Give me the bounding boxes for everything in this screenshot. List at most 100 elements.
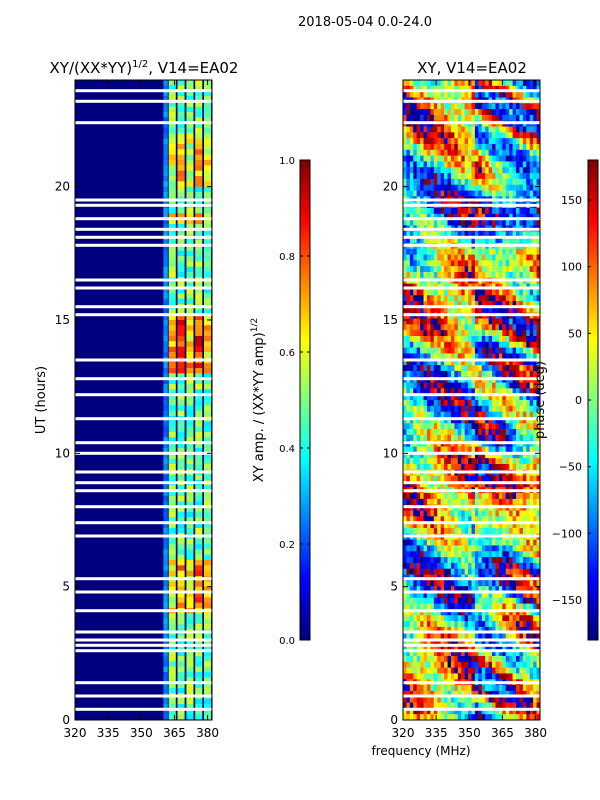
- phase-cell: [464, 458, 469, 465]
- phase-cell: [403, 103, 407, 110]
- phase-cell: [409, 423, 414, 430]
- amp-cell: [168, 170, 176, 177]
- amp-cell: [195, 165, 203, 171]
- phase-cell: [409, 621, 414, 628]
- amp-cell: [195, 538, 203, 545]
- phase-cell: [533, 178, 537, 186]
- phase-cell: [447, 452, 452, 459]
- phase-cell: [468, 353, 472, 360]
- phase-cell: [529, 597, 534, 604]
- phase-cell: [440, 429, 445, 436]
- phase-cell: [454, 528, 459, 535]
- phase-cell: [413, 219, 417, 226]
- phase-cell: [406, 370, 411, 378]
- phase-cell: [478, 405, 483, 412]
- phase-cell: [403, 545, 407, 552]
- phase-cell: [457, 405, 462, 412]
- phase-cell: [502, 446, 507, 453]
- phase-cell: [440, 301, 445, 308]
- phase-cell: [495, 306, 500, 314]
- phase-cell: [444, 429, 448, 436]
- phase-cell: [512, 208, 517, 215]
- phase-cell: [498, 266, 503, 273]
- phase-cell: [420, 603, 424, 610]
- phase-cell: [457, 673, 462, 680]
- amp-cell: [204, 661, 212, 667]
- phase-cell: [526, 621, 531, 628]
- phase-cell: [481, 644, 486, 651]
- amp-cell: [177, 378, 185, 385]
- phase-cell: [502, 301, 507, 308]
- phase-cell: [433, 126, 438, 133]
- phase-cell: [492, 632, 496, 639]
- phase-cell: [413, 481, 417, 488]
- amp-gap-line: [75, 198, 212, 202]
- phase-cell: [509, 289, 513, 296]
- phase-cell: [437, 673, 441, 680]
- amp-cell: [177, 394, 185, 401]
- phase-cell: [468, 568, 472, 575]
- amp-cell: [204, 512, 212, 518]
- phase-cell: [409, 568, 414, 575]
- phase-cell: [498, 208, 503, 215]
- phase-cell: [440, 359, 445, 366]
- phase-cell: [492, 103, 496, 110]
- amp-cell: [177, 282, 185, 289]
- phase-cell: [516, 609, 520, 616]
- phase-cell: [536, 85, 540, 92]
- amp-cell: [186, 501, 194, 507]
- phase-cell: [526, 365, 531, 372]
- phase-cell: [488, 138, 493, 145]
- phase-cell: [444, 661, 448, 668]
- phase-cell: [430, 644, 435, 651]
- phase-cell: [423, 656, 428, 663]
- amp-cell: [195, 288, 203, 294]
- amp-cell: [177, 176, 185, 182]
- phase-cell: [522, 306, 527, 314]
- phase-cell: [536, 423, 540, 430]
- phase-cell: [430, 481, 435, 488]
- phase-cell: [536, 597, 540, 604]
- phase-cell: [413, 132, 417, 139]
- left-y-tick-label: 0: [62, 713, 70, 727]
- phase-cell: [403, 498, 407, 506]
- phase-cell: [509, 231, 513, 238]
- phase-cell: [464, 144, 469, 151]
- phase-cell: [426, 568, 431, 575]
- amp-gap-line: [75, 441, 212, 445]
- phase-cell: [488, 149, 493, 156]
- phase-cell: [468, 545, 472, 552]
- phase-cell: [437, 434, 441, 442]
- phase-cell: [474, 103, 479, 110]
- phase-cell: [450, 580, 455, 587]
- amp-cell: [186, 624, 194, 630]
- phase-cell: [485, 254, 489, 261]
- phase-cell: [516, 190, 520, 197]
- amp-cell: [195, 421, 203, 427]
- phase-cell: [505, 126, 510, 133]
- phase-cell: [468, 138, 472, 145]
- phase-cell: [471, 434, 476, 442]
- amp-cell: [168, 432, 176, 438]
- phase-cell: [416, 551, 421, 558]
- phase-cell: [409, 306, 414, 314]
- phase-cell: [409, 632, 414, 639]
- left-y-tick-label: 15: [55, 313, 70, 327]
- phase-cell: [492, 85, 496, 92]
- phase-cell: [495, 336, 500, 343]
- phase-cell: [492, 318, 496, 325]
- phase-cell: [519, 341, 524, 348]
- phase-cell: [440, 650, 445, 657]
- phase-cell: [495, 405, 500, 412]
- phase-cell: [529, 231, 534, 238]
- phase-cell: [529, 353, 534, 360]
- phase-cell: [481, 85, 486, 92]
- phase-cell: [406, 330, 411, 337]
- phase-cell: [519, 161, 524, 168]
- amp-cell: [163, 410, 168, 417]
- amp-cell: [163, 256, 168, 262]
- phase-cell: [481, 586, 486, 593]
- phase-cell: [505, 661, 510, 668]
- phase-cell: [536, 341, 540, 348]
- phase-cell: [409, 132, 414, 139]
